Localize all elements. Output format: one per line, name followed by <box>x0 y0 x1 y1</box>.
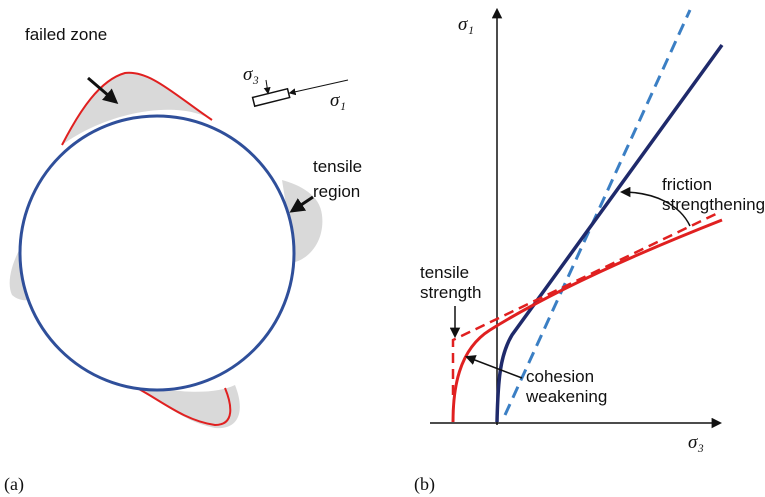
friction-line <box>503 9 692 416</box>
annotation: friction <box>662 175 712 194</box>
arrow <box>263 79 271 95</box>
annotation: tensile <box>420 263 469 282</box>
panel-a: failed zone tensile region σ₃ σ₁ (a) <box>4 25 362 495</box>
stress-label: σ₃ <box>243 64 259 85</box>
stress-element <box>251 87 291 108</box>
axis-label: σ₁ <box>458 14 474 35</box>
failure-curve-dashed <box>451 210 721 395</box>
panel-label: (b) <box>414 474 435 495</box>
axis-label: σ₃ <box>688 432 704 453</box>
annotation: region <box>313 182 360 201</box>
annotation: strengthening <box>662 195 765 214</box>
arrow <box>288 79 349 96</box>
panel-b: σ₁ σ₃ friction strengthening tensile str… <box>414 7 765 495</box>
failure-outline-top <box>61 71 213 146</box>
arrow <box>619 186 691 227</box>
annotation: weakening <box>525 387 607 406</box>
arrow <box>289 195 314 213</box>
arrow <box>465 355 523 379</box>
borehole <box>18 114 296 392</box>
stress-label: σ₁ <box>330 90 346 111</box>
annotation: cohesion <box>526 367 594 386</box>
failed-zone-top <box>62 72 212 145</box>
failure-outline-bottom <box>124 381 232 427</box>
annotation: strength <box>420 283 481 302</box>
panel-label: (a) <box>4 474 24 495</box>
arrow <box>87 76 119 104</box>
annotation: failed zone <box>25 25 107 44</box>
strength-curve <box>495 43 724 423</box>
annotation: tensile <box>313 157 362 176</box>
failure-curve <box>451 218 723 423</box>
